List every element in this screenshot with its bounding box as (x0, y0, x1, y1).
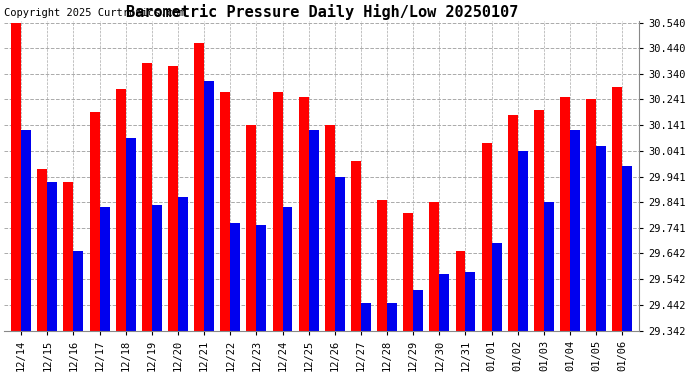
Bar (282, 207, 293, 330)
Bar (351, 161, 361, 330)
Bar (335, 177, 345, 330)
Bar (99, 207, 110, 330)
Bar (544, 202, 554, 330)
Bar (11, 22, 21, 330)
Bar (230, 223, 240, 330)
Bar (377, 200, 387, 330)
Bar (116, 89, 126, 330)
Bar (73, 251, 83, 330)
Bar (403, 213, 413, 330)
Bar (518, 151, 528, 330)
Bar (21, 130, 31, 330)
Bar (308, 130, 319, 330)
Text: Copyright 2025 Curtronics.com: Copyright 2025 Curtronics.com (4, 8, 186, 18)
Bar (622, 166, 632, 330)
Bar (48, 182, 57, 330)
Bar (178, 197, 188, 330)
Bar (466, 272, 475, 330)
Bar (63, 182, 73, 330)
Bar (126, 138, 136, 330)
Bar (387, 303, 397, 330)
Bar (361, 303, 371, 330)
Bar (37, 169, 48, 330)
Bar (508, 115, 518, 330)
Bar (90, 112, 99, 330)
Bar (429, 202, 440, 330)
Bar (220, 92, 230, 330)
Bar (152, 205, 161, 330)
Bar (534, 110, 544, 330)
Bar (596, 146, 606, 330)
Bar (257, 225, 266, 330)
Bar (299, 97, 308, 330)
Bar (560, 97, 570, 330)
Bar (194, 43, 204, 330)
Bar (325, 125, 335, 330)
Bar (570, 130, 580, 330)
Bar (455, 251, 466, 330)
Bar (413, 290, 423, 330)
Bar (273, 92, 282, 330)
Bar (142, 63, 152, 330)
Bar (204, 81, 214, 330)
Bar (168, 66, 178, 330)
Bar (613, 87, 622, 330)
Bar (586, 99, 596, 330)
Title: Barometric Pressure Daily High/Low 20250107: Barometric Pressure Daily High/Low 20250… (126, 4, 518, 20)
Bar (246, 125, 257, 330)
Bar (482, 143, 492, 330)
Bar (440, 274, 449, 330)
Bar (492, 243, 502, 330)
